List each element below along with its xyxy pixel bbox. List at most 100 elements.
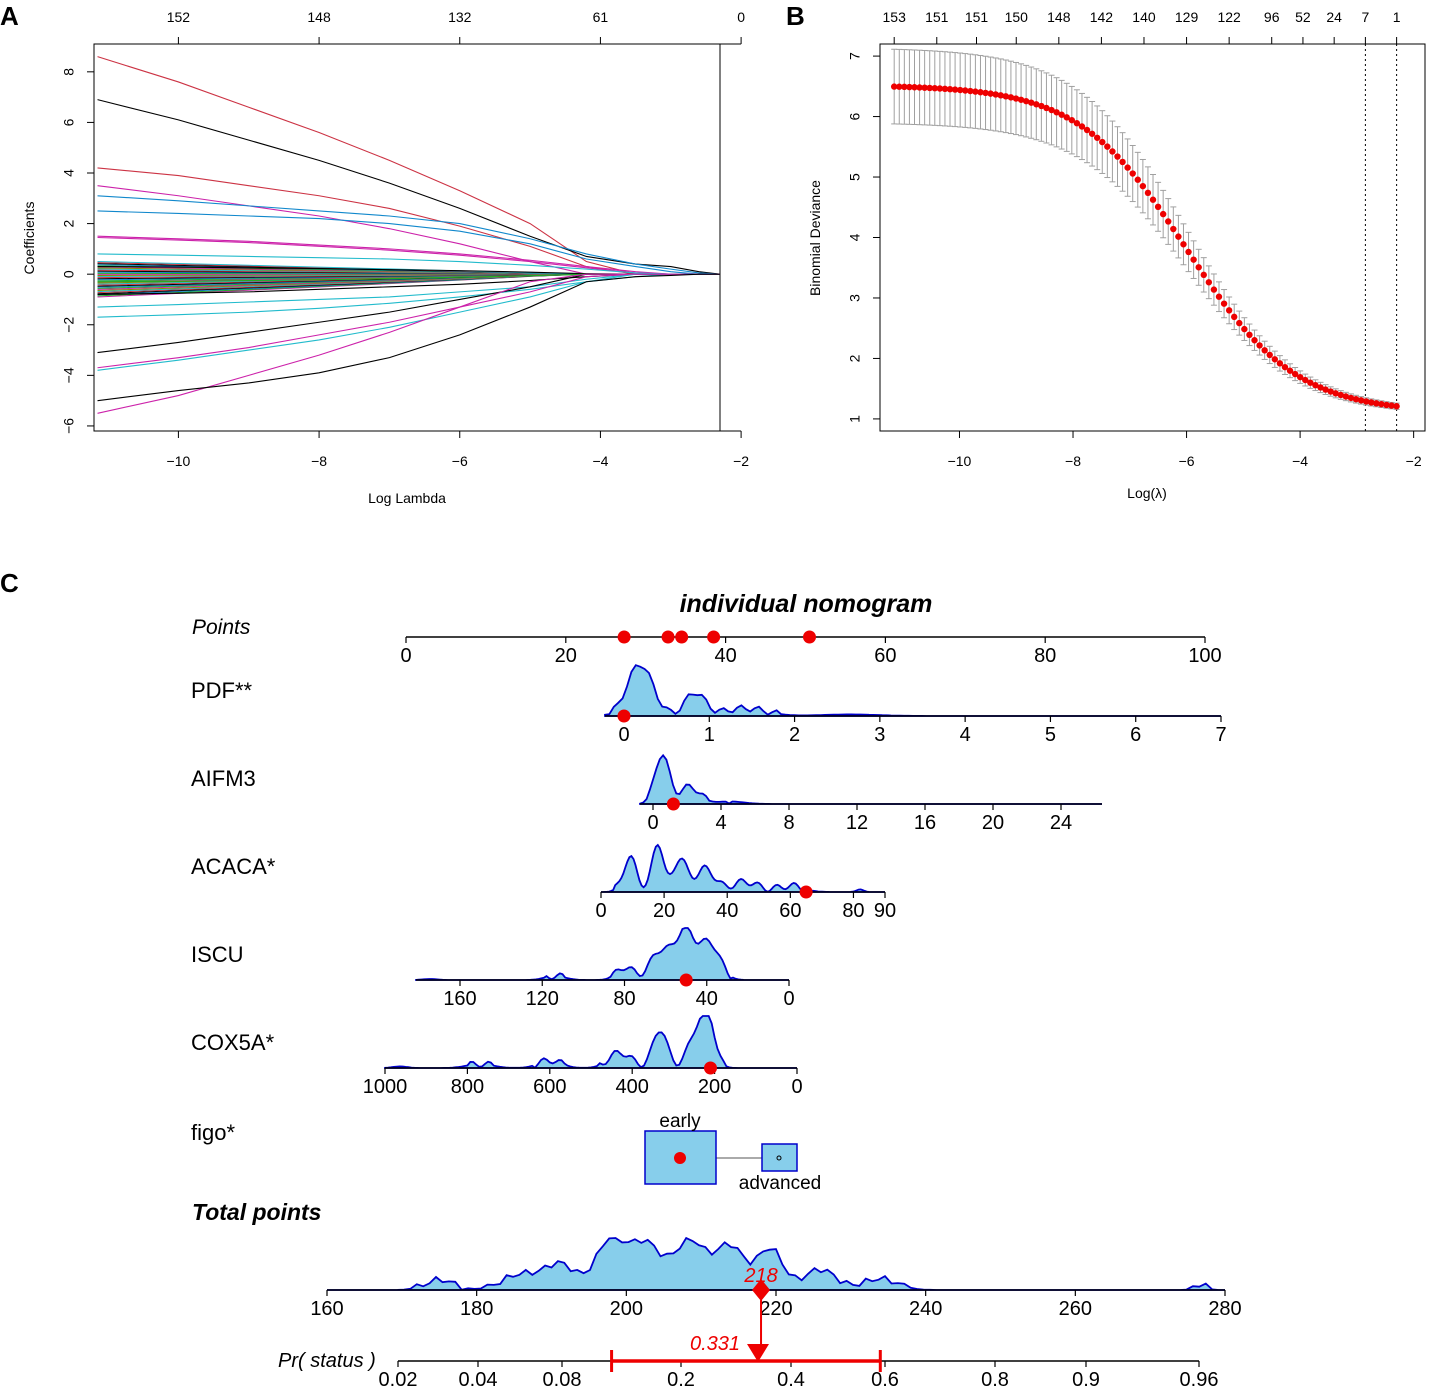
panel-label-c: C <box>0 568 19 598</box>
acaca-axis-tick-label: 60 <box>779 900 801 922</box>
coefficient-path <box>97 56 720 275</box>
total-axis-tick-label: 200 <box>610 1298 643 1320</box>
coefficient-paths <box>97 56 721 414</box>
top-tick-label: 1 <box>1393 9 1401 25</box>
probability-axis-tick-label: 0.2 <box>667 1369 695 1391</box>
x-tick-label: −10 <box>948 453 972 469</box>
deviance-point <box>982 89 989 97</box>
deviance-point <box>1307 379 1314 386</box>
y-axis-label: Binomial Deviance <box>807 180 823 296</box>
top-tick-label: 96 <box>1264 9 1280 25</box>
deviance-point <box>1373 400 1380 407</box>
deviance-point <box>997 92 1004 99</box>
deviance-point <box>1149 196 1157 203</box>
figo-early-marker <box>674 1152 686 1164</box>
y-tick-label: −6 <box>61 418 77 434</box>
x-tick-label: −6 <box>1179 453 1195 469</box>
deviance-point <box>1251 337 1258 344</box>
deviance-point <box>921 84 928 91</box>
points-marker <box>802 630 816 644</box>
points-axis-tick-label: 60 <box>874 645 896 667</box>
cox5a-axis-tick-label: 0 <box>791 1076 802 1098</box>
points-marker <box>617 630 631 644</box>
deviance-point <box>1185 248 1192 256</box>
acaca-marker <box>799 885 813 899</box>
aifm3-axis-tick-label: 4 <box>715 812 726 834</box>
top-tick-label: 153 <box>883 9 907 25</box>
deviance-point <box>1286 367 1294 374</box>
row-label-aifm3: AIFM3 <box>191 766 256 791</box>
deviance-point <box>1134 176 1141 183</box>
x-tick-label: −6 <box>452 453 468 469</box>
cox5a-axis-tick-label: 200 <box>698 1076 731 1098</box>
deviance-point <box>1022 97 1030 105</box>
y-tick-label: 2 <box>847 354 863 362</box>
points-axis-tick-label: 0 <box>400 645 411 667</box>
deviance-point <box>1104 143 1111 150</box>
deviance-point <box>1281 363 1289 371</box>
top-tick-label: 148 <box>307 9 331 25</box>
row-label-pdf: PDF** <box>191 678 253 703</box>
x-tick-label: −10 <box>167 453 191 469</box>
probability-axis-tick-label: 0.4 <box>777 1369 805 1391</box>
y-tick-label: 0 <box>61 270 77 278</box>
plot-frame <box>93 43 721 432</box>
deviance-point <box>906 83 913 91</box>
deviance-point <box>1388 402 1395 409</box>
deviance-point <box>1119 158 1126 166</box>
x-tick-label: −2 <box>1406 453 1422 469</box>
probability-axis-tick-label: 0.04 <box>459 1369 498 1391</box>
total-points-label: Total points <box>192 1199 321 1225</box>
deviance-point <box>1144 189 1152 197</box>
probability-label: Pr( status ) <box>278 1350 376 1372</box>
deviance-point <box>1124 164 1131 171</box>
points-marker <box>675 630 689 644</box>
deviance-point <box>1114 153 1121 160</box>
deviance-point <box>977 89 984 96</box>
y-tick-label: 6 <box>61 118 77 126</box>
top-tick-label: 132 <box>448 9 472 25</box>
coefficient-path-plot: −10 −8 −6 −4 −2 −6 −4 −2 0 2 4 6 8 152 148 132 61 0 Log… <box>21 9 749 506</box>
total-axis-tick-label: 260 <box>1059 1298 1092 1320</box>
lambda-reference-lines <box>1364 44 1398 431</box>
deviance-point <box>890 83 898 90</box>
probability-axis-tick-label: 0.02 <box>379 1369 418 1391</box>
deviance-point <box>1332 390 1339 397</box>
deviance-point <box>1012 95 1020 102</box>
probability-axis-tick-label: 0.8 <box>981 1369 1009 1391</box>
deviance-point <box>1093 134 1101 141</box>
iscu-axis-tick-label: 40 <box>696 988 718 1010</box>
deviance-point <box>1002 93 1010 100</box>
pdf-axis-tick-label: 2 <box>789 724 800 746</box>
points-marker <box>707 630 721 644</box>
deviance-point <box>1362 398 1370 405</box>
iscu-axis-tick-label: 120 <box>526 988 559 1010</box>
row-label-iscu: ISCU <box>191 942 244 967</box>
deviance-point <box>1017 96 1025 103</box>
probability-axis-tick-label: 0.08 <box>543 1369 582 1391</box>
deviance-point <box>1190 256 1197 263</box>
pdf-axis-tick-label: 1 <box>704 724 715 746</box>
deviance-point <box>1276 360 1284 367</box>
x-axis-label: Log Lambda <box>368 490 446 506</box>
total-axis-tick-label: 240 <box>909 1298 942 1320</box>
deviance-point <box>1231 313 1238 321</box>
total-points-value: 218 <box>743 1265 777 1287</box>
top-tick-label: 122 <box>1217 9 1241 25</box>
deviance-point <box>1378 400 1385 408</box>
deviance-point <box>1342 393 1350 400</box>
deviance-point <box>1068 116 1076 124</box>
probability-value: 0.331 <box>690 1333 740 1355</box>
pdf-axis-tick-label: 5 <box>1045 724 1056 746</box>
panel-label-a: A <box>0 1 19 31</box>
deviance-point <box>1063 114 1070 121</box>
deviance-point <box>1028 99 1035 106</box>
deviance-point <box>1180 241 1187 248</box>
acaca-axis-tick-label: 40 <box>716 900 738 922</box>
plot-frame <box>879 43 1426 432</box>
y-axis: −6 −4 −2 0 2 4 6 8 <box>61 68 95 434</box>
iscu-axis-tick-label: 80 <box>613 988 635 1010</box>
cox5a-axis-tick-label: 400 <box>616 1076 649 1098</box>
aifm3-axis-tick-label: 24 <box>1050 812 1072 834</box>
